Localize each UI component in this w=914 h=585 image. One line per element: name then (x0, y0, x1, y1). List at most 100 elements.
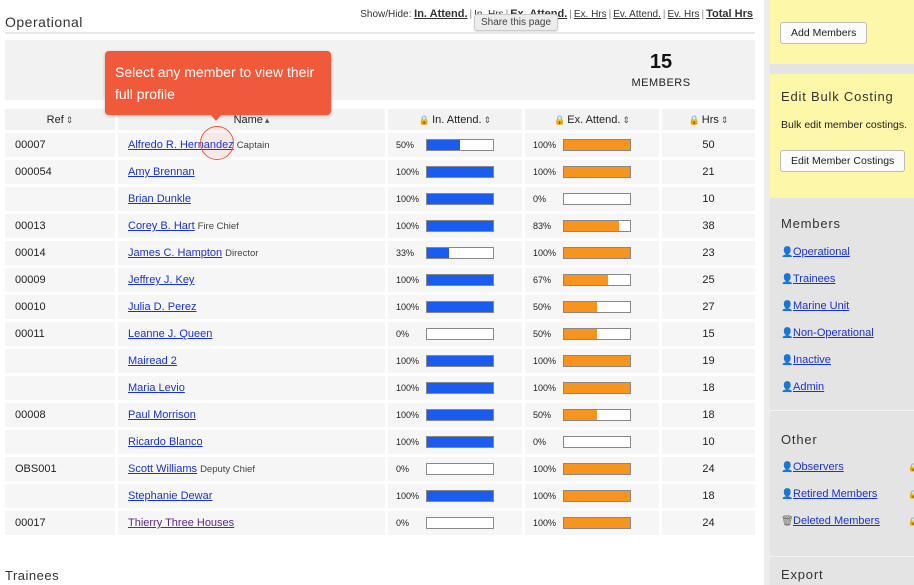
person-icon: 👤 (781, 247, 794, 258)
sidebar-link[interactable]: Observers (793, 461, 844, 473)
table-row[interactable]: 00007 Alfredo R. Hernandez Captain 50% 100% 5… (5, 133, 755, 157)
member-name-link[interactable]: Corey B. Hart (128, 220, 195, 232)
hotspot-indicator[interactable] (200, 126, 234, 160)
toggle-total-hrs[interactable]: Total Hrs (706, 8, 753, 20)
ex-attend-bar (563, 409, 631, 422)
table-row[interactable]: Brian Dunkle 100% 0% 10 (5, 187, 755, 211)
sidebar-link[interactable]: Inactive (793, 354, 831, 366)
hrs-cell: 24 (659, 457, 755, 481)
table-row[interactable]: 00014 James C. Hampton Director 33% 100% 23 (5, 241, 755, 265)
toggle-in-attend[interactable]: In. Attend. (414, 8, 468, 20)
member-role: Fire Chief (197, 221, 239, 232)
in-attend-bar (426, 382, 494, 395)
member-name-link[interactable]: Paul Morrison (128, 409, 196, 421)
hrs-cell: 18 (659, 376, 755, 400)
table-row[interactable]: 00008 Paul Morrison 100% 50% 18 (5, 403, 755, 427)
in-attend-percent: 33% (396, 248, 415, 259)
member-name-link[interactable]: Amy Brennan (128, 166, 195, 178)
member-name-link[interactable]: James C. Hampton (128, 247, 223, 259)
in-attend-bar-fill (427, 383, 493, 394)
ex-attend-bar (563, 436, 631, 449)
sidebar-item-trainees[interactable]: 👤Trainees (781, 273, 835, 285)
name-cell: Amy Brennan (115, 160, 385, 184)
member-name-link[interactable]: Maria Levio (128, 382, 185, 394)
hrs-cell: 50 (659, 133, 755, 157)
member-name-link[interactable]: Thierry Three Houses (128, 517, 235, 529)
sidebar-item-retired-members[interactable]: 👤Retired Members (781, 488, 877, 500)
table-row[interactable]: OBS001 Scott Williams Deputy Chief 0% 100% 24 (5, 457, 755, 481)
edit-member-costings-button[interactable]: Edit Member Costings (780, 150, 906, 172)
table-row[interactable]: Maria Levio 100% 100% 18 (5, 376, 755, 400)
sidebar-link[interactable]: Retired Members (793, 488, 878, 500)
name-cell: Leanne J. Queen (115, 322, 385, 346)
table-row[interactable]: 00010 Julia D. Perez 100% 50% 27 (5, 295, 755, 319)
member-name-link[interactable]: Ricardo Blanco (128, 436, 203, 448)
sidebar-item-inactive[interactable]: 👤Inactive (781, 354, 831, 366)
in-attend-bar (426, 490, 494, 503)
in-attend-cell: 100% (385, 484, 522, 508)
table-row[interactable]: 000054 Amy Brennan 100% 100% 21 (5, 160, 755, 184)
column-ex-attend[interactable]: 🔒 Ex. Attend. ⇕ (522, 109, 659, 130)
ex-attend-cell: 100% (522, 376, 659, 400)
member-count-label: MEMBERS (631, 77, 691, 89)
member-name-link[interactable]: Scott Williams (128, 463, 198, 475)
person-icon: 👤 (781, 355, 794, 366)
in-attend-bar (426, 274, 494, 287)
ref-cell (5, 430, 115, 454)
section-title: Operational (5, 14, 83, 30)
member-name-link[interactable]: Leanne J. Queen (128, 328, 213, 340)
sidebar-link[interactable]: Trainees (793, 273, 836, 285)
table-row[interactable]: Ricardo Blanco 100% 0% 10 (5, 430, 755, 454)
in-attend-bar (426, 139, 494, 152)
sidebar-link[interactable]: Marine Unit (793, 300, 850, 312)
ex-attend-cell: 67% (522, 268, 659, 292)
member-name-link[interactable]: Brian Dunkle (128, 193, 191, 205)
member-name-link[interactable]: Stephanie Dewar (128, 490, 213, 502)
in-attend-bar-fill (427, 248, 449, 259)
in-attend-cell: 100% (385, 295, 522, 319)
ex-attend-bar (563, 490, 631, 503)
column-in-attend[interactable]: 🔒 In. Attend. ⇕ (385, 109, 522, 130)
in-attend-cell: 0% (385, 457, 522, 481)
member-name-link[interactable]: Mairead 2 (128, 355, 177, 367)
toggle-ev-attend[interactable]: Ev. Attend. (613, 9, 661, 20)
table-row[interactable]: Mairead 2 100% 100% 19 (5, 349, 755, 373)
table-row[interactable]: 00009 Jeffrey J. Key 100% 67% 25 (5, 268, 755, 292)
ex-attend-percent: 0% (533, 194, 547, 205)
in-attend-cell: 50% (385, 133, 522, 157)
ref-cell (5, 484, 115, 508)
sidebar: Add Members Edit Bulk Costing Bulk edit … (764, 0, 914, 585)
table-row[interactable]: 00017 Thierry Three Houses 0% 100% 24 (5, 511, 755, 535)
member-name-link[interactable]: Jeffrey J. Key (128, 274, 195, 286)
table-row[interactable]: 00011 Leanne J. Queen 0% 50% 15 (5, 322, 755, 346)
sidebar-item-admin[interactable]: 👤Admin (781, 381, 824, 393)
table-row[interactable]: 00013 Corey B. Hart Fire Chief 100% 83% 38 (5, 214, 755, 238)
in-attend-bar-fill (427, 437, 493, 448)
column-hrs[interactable]: 🔒 Hrs ⇕ (659, 109, 755, 130)
toggle-ev-hrs[interactable]: Ev. Hrs (667, 9, 700, 20)
members-table: Ref ⇕ Name ▴ 🔒 In. Attend. ⇕ 🔒 Ex. Attend. ⇕ 🔒… (5, 106, 755, 538)
sidebar-link[interactable]: Non-Operational (793, 327, 874, 339)
sidebar-item-observers[interactable]: 👤Observers (781, 461, 844, 473)
sidebar-link[interactable]: Deleted Members (793, 515, 880, 527)
ex-attend-percent: 100% (533, 140, 557, 151)
member-role: Director (225, 248, 259, 259)
sidebar-item-marine-unit[interactable]: 👤Marine Unit (781, 300, 849, 312)
sidebar-item-non-operational[interactable]: 👤Non-Operational (781, 327, 874, 339)
sidebar-item-deleted-members[interactable]: 🗑Deleted Members (781, 515, 880, 527)
sort-asc-icon: ▴ (264, 114, 270, 125)
name-cell: Maria Levio (115, 376, 385, 400)
add-members-button[interactable]: Add Members (780, 22, 868, 44)
column-ref[interactable]: Ref ⇕ (5, 109, 115, 130)
member-name-link[interactable]: Julia D. Perez (128, 301, 197, 313)
toggle-ex-hrs[interactable]: Ex. Hrs (573, 9, 607, 20)
sidebar-link[interactable]: Admin (793, 381, 825, 393)
in-attend-percent: 100% (396, 194, 420, 205)
in-attend-cell: 0% (385, 511, 522, 535)
ex-attend-bar (563, 139, 631, 152)
in-attend-bar-fill (427, 140, 460, 151)
sidebar-item-operational[interactable]: 👤Operational (781, 246, 850, 258)
sidebar-link[interactable]: Operational (793, 246, 850, 258)
in-attend-cell: 100% (385, 403, 522, 427)
table-row[interactable]: Stephanie Dewar 100% 100% 18 (5, 484, 755, 508)
